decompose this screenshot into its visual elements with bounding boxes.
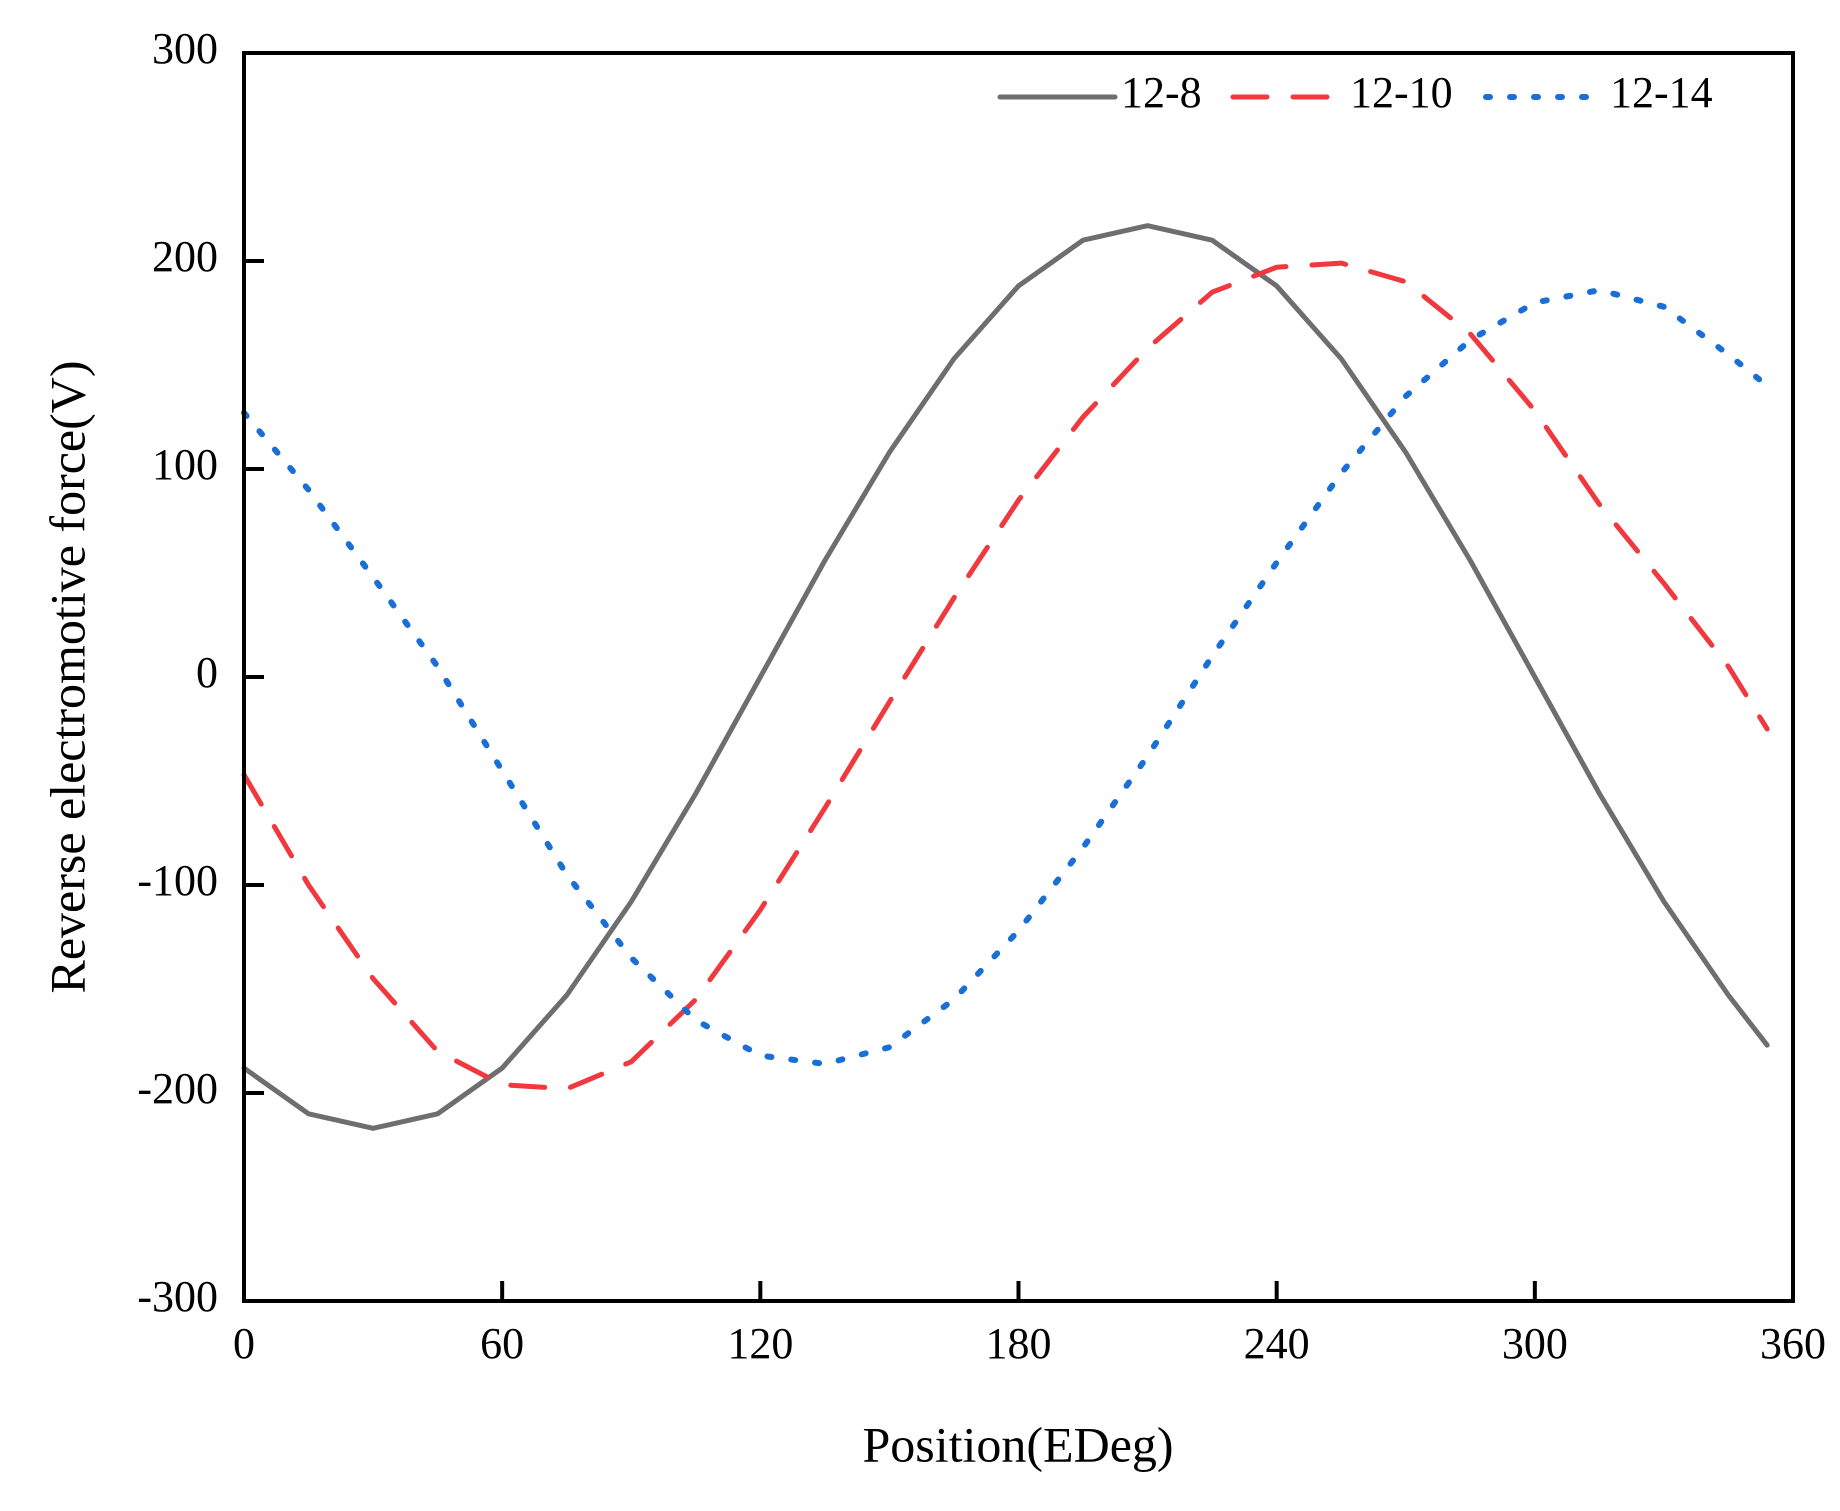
legend-label: 12-14 bbox=[1610, 68, 1713, 117]
y-tick-label: -300 bbox=[137, 1272, 218, 1321]
y-tick-label: 200 bbox=[152, 232, 218, 281]
plot-frame bbox=[242, 51, 1795, 1303]
legend-label: 12-10 bbox=[1350, 68, 1453, 117]
legend-label: 12-8 bbox=[1121, 68, 1202, 117]
x-tick-label: 0 bbox=[233, 1319, 255, 1368]
y-axis-title: Reverse electromotive force(V) bbox=[39, 360, 95, 993]
x-tick-label: 180 bbox=[986, 1319, 1052, 1368]
data-line bbox=[241, 287, 1771, 1067]
x-tick-label: 360 bbox=[1760, 1319, 1826, 1368]
data-line bbox=[241, 223, 1770, 1131]
x-tick-label: 300 bbox=[1502, 1319, 1568, 1368]
y-tick-label: -200 bbox=[137, 1064, 218, 1113]
x-tick-label: 60 bbox=[480, 1319, 524, 1368]
x-axis-title: Position(EDeg) bbox=[862, 1416, 1173, 1472]
y-tick-label: 0 bbox=[196, 648, 218, 697]
y-tick-label: 300 bbox=[152, 24, 218, 73]
x-tick-label: 120 bbox=[727, 1319, 793, 1368]
data-line bbox=[241, 260, 1770, 1092]
y-tick-label: -100 bbox=[137, 856, 218, 905]
y-tick-label: 100 bbox=[152, 440, 218, 489]
x-tick-label: 240 bbox=[1244, 1319, 1310, 1368]
